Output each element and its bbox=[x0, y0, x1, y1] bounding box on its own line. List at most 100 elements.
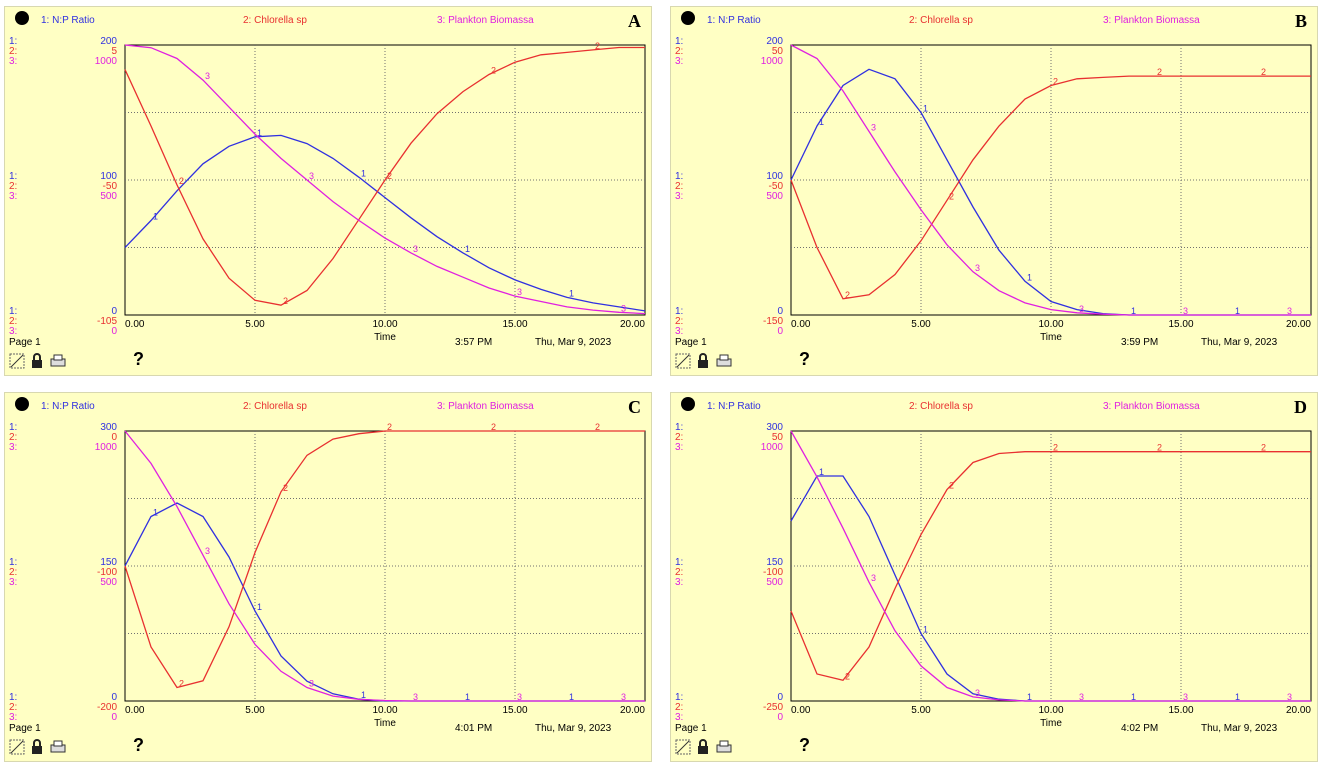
axis-prefix-column: 1: 2: 3: bbox=[9, 558, 17, 588]
print-icon[interactable] bbox=[49, 739, 67, 755]
axis-prefix-column: 1: 2: 3: bbox=[9, 307, 17, 337]
series-line-1 bbox=[124, 134, 646, 312]
timestamp-date: Thu, Mar 9, 2023 bbox=[1201, 723, 1278, 734]
series-marker-3: 3 bbox=[309, 679, 314, 689]
series-marker-1: 1 bbox=[465, 692, 470, 702]
scale-label: 1000 bbox=[760, 56, 783, 67]
pin-tool-icon[interactable] bbox=[675, 739, 691, 755]
axis-prefix: 1: bbox=[9, 692, 18, 703]
timestamp-date: Thu, Mar 9, 2023 bbox=[1201, 337, 1278, 348]
scale-label: 0 bbox=[777, 306, 783, 317]
axis-prefix: 1: bbox=[9, 422, 18, 433]
axis-prefix: 1: bbox=[675, 306, 684, 317]
x-tick-label: 0.00 bbox=[125, 319, 145, 330]
axis-prefix: 2: bbox=[9, 316, 18, 327]
series-marker-3: 3 bbox=[975, 688, 980, 698]
scale-column-mid: 100 -50 500 bbox=[75, 172, 117, 202]
print-icon[interactable] bbox=[49, 353, 67, 369]
scale-label: -105 bbox=[96, 316, 117, 327]
print-icon[interactable] bbox=[715, 353, 733, 369]
lock-icon[interactable] bbox=[29, 739, 45, 755]
legend-entry-3: 3: Plankton Biomassa bbox=[1103, 15, 1200, 26]
series-marker-3: 3 bbox=[621, 303, 626, 313]
pin-tool-icon[interactable] bbox=[675, 353, 691, 369]
graph-tool-icon[interactable] bbox=[15, 11, 29, 25]
axis-prefix: 3: bbox=[675, 712, 684, 723]
page-label[interactable]: Page 1 bbox=[9, 337, 41, 348]
plot-area: 0.00 5.00 10.00 15.00 20.00 Time 1 1 1 1 1 2 2 2 2 2 3 3 3… bbox=[124, 422, 646, 729]
graph-tool-icon[interactable] bbox=[681, 11, 695, 25]
series-marker-2: 2 bbox=[1261, 443, 1266, 453]
pin-tool-icon[interactable] bbox=[9, 353, 25, 369]
scale-label: 200 bbox=[766, 36, 783, 47]
scale-label: -100 bbox=[762, 567, 783, 578]
graph-tool-icon[interactable] bbox=[681, 397, 695, 411]
scale-label: -50 bbox=[768, 181, 783, 192]
series-marker-3: 3 bbox=[517, 692, 522, 702]
help-button[interactable]: ? bbox=[799, 735, 810, 755]
scale-column-top: 200 5 1000 bbox=[75, 37, 117, 67]
scale-column-mid: 100 -50 500 bbox=[741, 172, 783, 202]
help-button[interactable]: ? bbox=[799, 349, 810, 369]
lock-icon[interactable] bbox=[695, 353, 711, 369]
series-marker-2: 2 bbox=[491, 422, 496, 432]
page-label[interactable]: Page 1 bbox=[675, 723, 707, 734]
series-line-2 bbox=[124, 430, 645, 689]
axis-prefix: 3: bbox=[9, 191, 18, 202]
timestamp-time: 3:59 PM bbox=[1121, 337, 1159, 348]
scale-label: 0 bbox=[111, 432, 117, 443]
series-marker-2: 2 bbox=[283, 296, 288, 306]
series-marker-2: 2 bbox=[179, 176, 184, 186]
series-line-2 bbox=[790, 75, 1311, 300]
scale-label: -100 bbox=[96, 567, 117, 578]
scale-label: 500 bbox=[100, 577, 117, 588]
graph-tool-icon[interactable] bbox=[15, 397, 29, 411]
legend-entry-1: 1: N:P Ratio bbox=[707, 401, 761, 412]
axis-prefix: 1: bbox=[675, 692, 684, 703]
axis-prefix: 1: bbox=[9, 557, 18, 568]
legend-entry-3: 3: Plankton Biomassa bbox=[437, 401, 534, 412]
help-button[interactable]: ? bbox=[133, 349, 144, 369]
series-marker-3: 3 bbox=[309, 171, 314, 181]
series-marker-2: 2 bbox=[387, 422, 392, 432]
legend-entry-2: 2: Chlorella sp bbox=[243, 15, 307, 26]
legend-entry-1: 1: N:P Ratio bbox=[41, 15, 95, 26]
axis-prefix: 1: bbox=[675, 171, 684, 182]
lock-icon[interactable] bbox=[695, 739, 711, 755]
axis-prefix: 1: bbox=[9, 36, 18, 47]
axis-prefix-column: 1: 2: 3: bbox=[675, 693, 683, 723]
scale-label: 500 bbox=[766, 577, 783, 588]
scale-column-bottom: 0 -105 0 bbox=[75, 307, 117, 337]
print-icon[interactable] bbox=[715, 739, 733, 755]
panel-toolbar bbox=[675, 350, 733, 372]
series-marker-1: 1 bbox=[153, 212, 158, 222]
x-tick-label: 0.00 bbox=[791, 705, 811, 716]
chart-panel-c: C 1: N:P Ratio 2: Chlorella sp 3: Plankton … bbox=[4, 392, 652, 762]
series-marker-1: 1 bbox=[1235, 692, 1240, 702]
pin-tool-icon[interactable] bbox=[9, 739, 25, 755]
scale-label: 500 bbox=[100, 191, 117, 202]
axis-prefix-column: 1: 2: 3: bbox=[9, 693, 17, 723]
x-tick-label: 5.00 bbox=[245, 319, 265, 330]
series-line-3 bbox=[790, 430, 1311, 702]
series-marker-2: 2 bbox=[387, 171, 392, 181]
series-marker-2: 2 bbox=[949, 191, 954, 201]
axis-prefix: 3: bbox=[9, 56, 18, 67]
help-button[interactable]: ? bbox=[133, 735, 144, 755]
legend-entry-3: 3: Plankton Biomassa bbox=[437, 15, 534, 26]
lock-icon[interactable] bbox=[29, 353, 45, 369]
x-tick-label: 20.00 bbox=[1286, 705, 1311, 716]
timestamp-time: 4:02 PM bbox=[1121, 723, 1159, 734]
scale-label: 1000 bbox=[760, 442, 783, 453]
x-tick-label: 10.00 bbox=[1038, 319, 1063, 330]
page-label[interactable]: Page 1 bbox=[9, 723, 41, 734]
page-label[interactable]: Page 1 bbox=[675, 337, 707, 348]
plot-area: 0.00 5.00 10.00 15.00 20.00 Time 1 1 1 1 1 2 2 2 2 2 3 3 3… bbox=[790, 44, 1312, 343]
series-marker-1: 1 bbox=[569, 288, 574, 298]
x-tick-label: 20.00 bbox=[620, 705, 645, 716]
axis-prefix: 2: bbox=[675, 181, 684, 192]
axis-prefix: 1: bbox=[9, 306, 18, 317]
x-axis-label: Time bbox=[374, 332, 396, 343]
series-marker-3: 3 bbox=[1287, 692, 1292, 702]
series-marker-3: 3 bbox=[1183, 306, 1188, 316]
